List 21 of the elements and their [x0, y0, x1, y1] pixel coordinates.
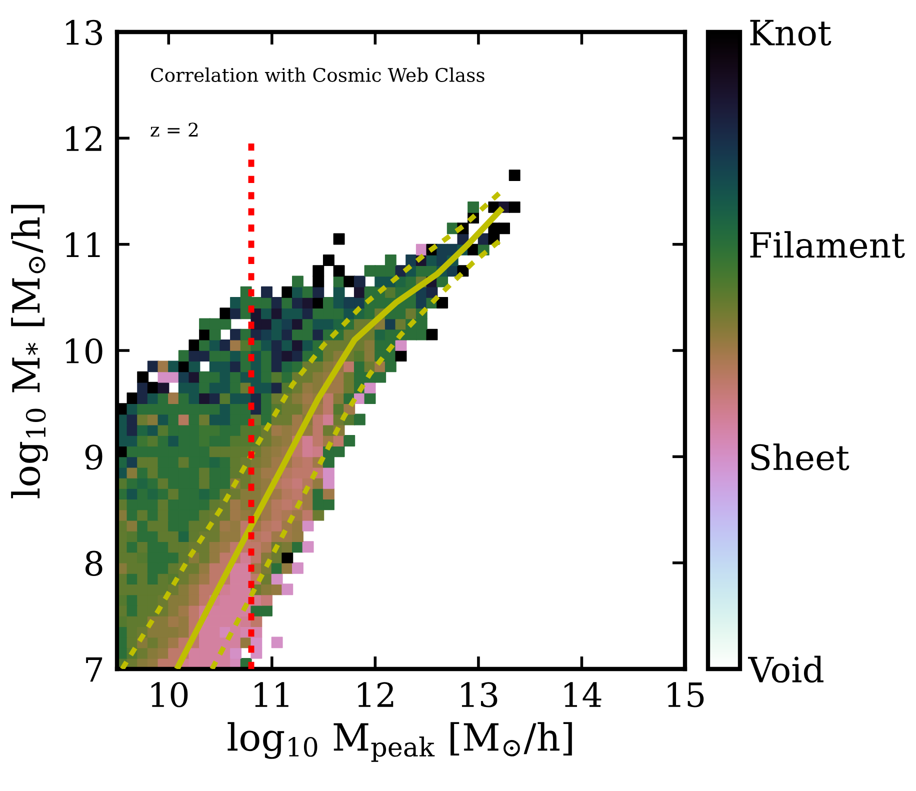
color-bar-label: Sheet [751, 443, 850, 470]
color-bar-label: Filament [750, 231, 905, 258]
y-tick-label: 12 [66, 126, 102, 151]
color-bar-label: Void [748, 656, 824, 683]
annotation: z = 2 [150, 122, 198, 137]
color-bar-label: Knot [750, 20, 832, 46]
y-axis-title: log$_{10}$ M$_{*}$ [M$_{⊙}$/h] [11, 204, 48, 498]
x-tick-label: 14 [564, 682, 602, 707]
y-tick-label: 11 [66, 232, 100, 257]
x-tick-label: 10 [151, 682, 188, 708]
y-tick-label: 7 [86, 657, 102, 682]
x-tick-label: 12 [358, 682, 394, 707]
y-tick-label: 9 [85, 444, 102, 470]
x-tick-label: 15 [668, 682, 704, 708]
x-tick-label: 11 [254, 682, 288, 707]
x-axis-title: log$_{10}$ M$_{peak}$ [M$_{⊙}$/h] [228, 722, 572, 762]
y-tick-label: 13 [66, 20, 102, 46]
y-tick-label: 8 [86, 550, 102, 576]
x-tick-label: 13 [461, 682, 498, 708]
y-tick-label: 10 [66, 338, 102, 364]
annotation: Correlation with Cosmic Web Class [150, 68, 484, 82]
